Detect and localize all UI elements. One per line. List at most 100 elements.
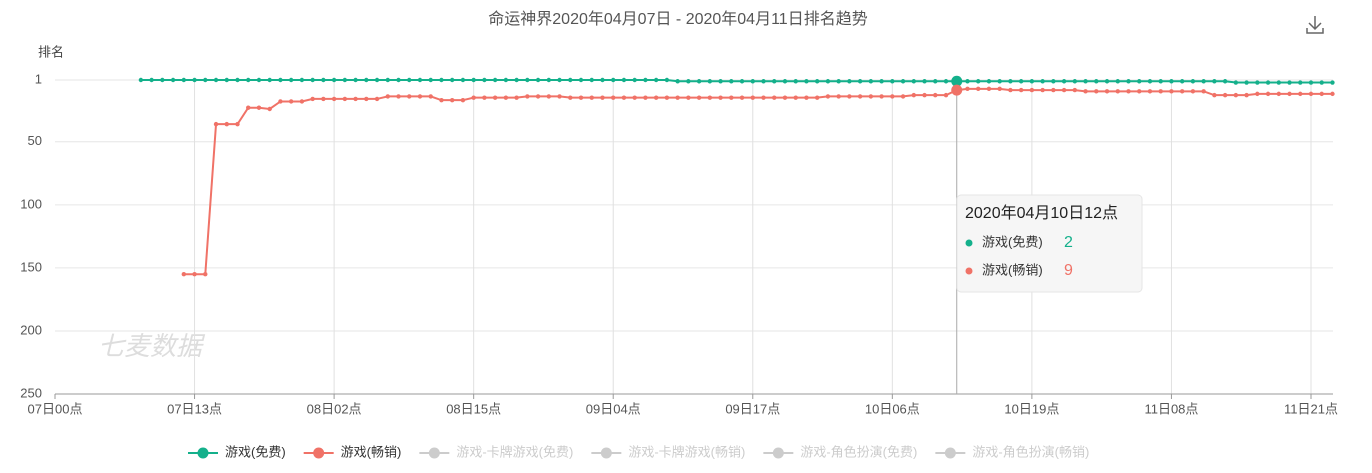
- data-point: [857, 94, 863, 99]
- data-point: [707, 95, 713, 100]
- data-point: [471, 77, 476, 83]
- data-point: [299, 99, 305, 104]
- data-point: [471, 95, 476, 100]
- data-point: [396, 77, 401, 83]
- data-point: [1018, 79, 1024, 84]
- data-point: [1137, 79, 1142, 84]
- data-point: [1179, 79, 1185, 84]
- data-point: [782, 95, 788, 100]
- data-point: [976, 86, 981, 92]
- data-point: [482, 77, 487, 83]
- data-point: [933, 79, 938, 84]
- x-tick-label: 11日08点: [1144, 401, 1198, 416]
- data-point: [1008, 87, 1013, 93]
- data-point: [1265, 80, 1271, 85]
- data-point: [1029, 79, 1035, 84]
- data-point: [235, 121, 240, 127]
- data-point: [686, 79, 691, 84]
- data-point: [632, 95, 637, 100]
- data-point: [1094, 79, 1099, 84]
- tooltip-value: 2: [1064, 234, 1073, 251]
- data-point: [1201, 89, 1206, 94]
- data-point: [278, 77, 283, 83]
- data-point: [578, 77, 584, 83]
- download-icon[interactable]: [1306, 16, 1324, 34]
- data-point: [1083, 89, 1088, 94]
- data-point: [482, 95, 487, 100]
- x-tick-label: 08日15点: [446, 401, 501, 416]
- data-point: [857, 79, 863, 84]
- data-point: [321, 77, 326, 83]
- data-point: [1008, 79, 1013, 84]
- data-point: [364, 77, 369, 83]
- data-point: [965, 79, 970, 84]
- data-point: [1061, 87, 1067, 93]
- data-point: [310, 96, 315, 102]
- legend-marker: [428, 447, 440, 459]
- data-point: [729, 95, 734, 100]
- data-point: [256, 105, 262, 110]
- data-point: [1147, 79, 1153, 84]
- data-point: [1255, 80, 1260, 85]
- data-point: [600, 95, 605, 100]
- data-point: [342, 77, 348, 83]
- data-point: [428, 94, 433, 99]
- data-point: [138, 77, 144, 83]
- data-point: [192, 77, 197, 83]
- data-point: [621, 95, 627, 100]
- data-point: [1115, 89, 1120, 94]
- legend-marker: [197, 447, 209, 459]
- data-point: [997, 86, 1002, 92]
- data-point: [664, 77, 670, 83]
- legend-label[interactable]: 游戏-角色扮演(免费): [800, 444, 917, 459]
- data-point: [879, 79, 884, 84]
- x-tick-label: 10日19点: [1004, 401, 1059, 416]
- data-point: [213, 77, 219, 83]
- legend-label[interactable]: 游戏-卡牌游戏(免费): [456, 444, 573, 459]
- legend-marker: [313, 447, 325, 459]
- data-point: [1308, 80, 1314, 85]
- data-point: [578, 95, 584, 100]
- data-point: [246, 77, 251, 83]
- data-point: [417, 77, 423, 83]
- data-point: [535, 94, 541, 99]
- tooltip-title: 2020年04月10日12点: [965, 204, 1118, 222]
- data-point: [535, 77, 541, 83]
- data-point: [546, 77, 552, 83]
- legend-marker: [600, 447, 612, 459]
- data-point: [986, 86, 992, 92]
- data-point: [449, 97, 455, 103]
- data-point: [951, 84, 963, 96]
- data-point: [460, 97, 466, 103]
- data-point: [1169, 89, 1174, 94]
- legend-label[interactable]: 游戏(免费): [225, 444, 286, 459]
- legend-label[interactable]: 游戏-角色扮演(畅销): [972, 444, 1089, 459]
- data-point: [407, 94, 412, 99]
- data-point: [192, 272, 197, 277]
- x-tick-label: 09日04点: [586, 401, 641, 416]
- data-point: [1265, 91, 1271, 97]
- data-point: [1201, 79, 1206, 84]
- data-point: [611, 95, 616, 100]
- data-point: [1276, 80, 1281, 85]
- data-point: [943, 92, 949, 98]
- y-tick-label: 50: [28, 133, 42, 148]
- data-point: [396, 94, 401, 99]
- data-point: [213, 121, 219, 127]
- chart-title: 命运神界2020年04月07日 - 2020年04月11日排名趋势: [488, 10, 867, 28]
- data-point: [267, 77, 272, 83]
- data-point: [1083, 79, 1088, 84]
- data-point: [1255, 91, 1260, 97]
- data-point: [739, 95, 745, 100]
- data-point: [224, 121, 229, 127]
- data-point: [686, 95, 691, 100]
- data-point: [439, 97, 444, 103]
- data-point: [1276, 91, 1281, 97]
- data-point: [675, 79, 680, 84]
- data-point: [557, 94, 562, 99]
- data-point: [772, 95, 777, 100]
- data-point: [750, 95, 755, 100]
- legend-label[interactable]: 游戏-卡牌游戏(畅销): [628, 444, 745, 459]
- data-point: [804, 95, 809, 100]
- legend-label[interactable]: 游戏(畅销): [341, 444, 402, 459]
